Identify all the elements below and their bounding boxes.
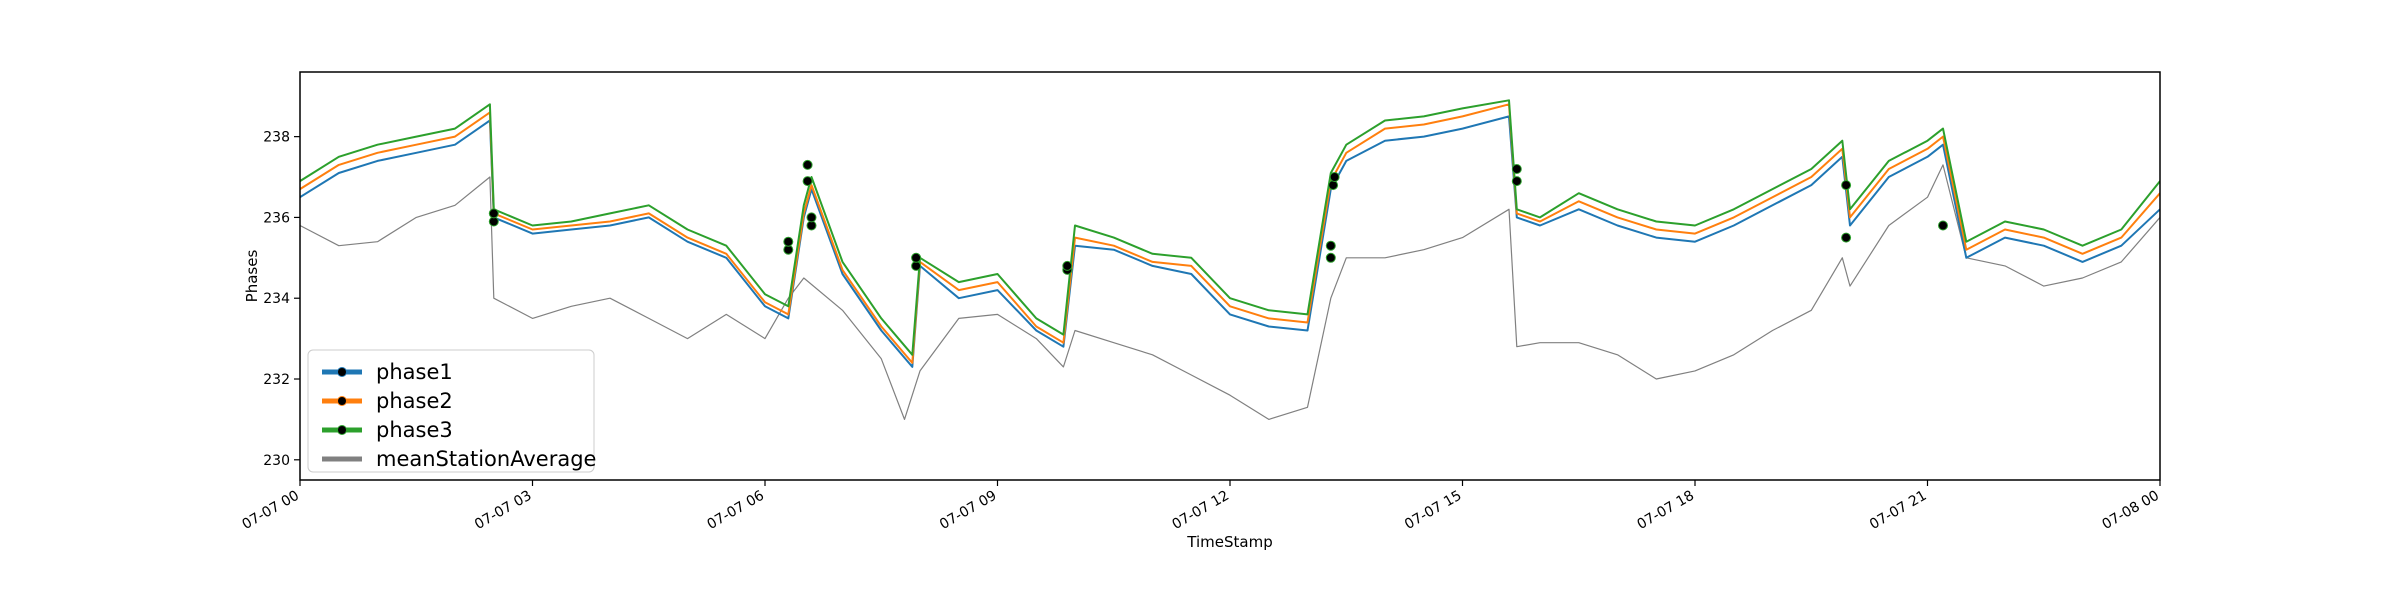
x-tick-label: 07-07 00 <box>239 488 302 533</box>
legend-marker-phase1 <box>337 367 347 377</box>
legend-marker-phase2 <box>337 396 347 406</box>
series-line-phase1 <box>300 115 2160 368</box>
y-tick-label: 230 <box>263 453 290 469</box>
y-axis-label: Phases <box>243 250 261 303</box>
data-marker <box>488 208 499 219</box>
x-tick-label: 07-08 00 <box>2099 488 2162 533</box>
legend-marker-phase3 <box>337 425 347 435</box>
data-marker <box>1511 176 1522 187</box>
legend-label-phase1: phase1 <box>376 360 453 384</box>
y-tick-label: 232 <box>263 372 290 388</box>
series-line-phase2 <box>300 103 2160 364</box>
x-tick-label: 07-07 03 <box>472 488 535 533</box>
data-marker <box>911 252 922 263</box>
y-tick-label: 236 <box>263 210 290 226</box>
data-marker <box>1325 240 1336 251</box>
data-marker <box>783 236 794 247</box>
series-line-phase3 <box>300 99 2160 356</box>
data-marker <box>1841 232 1852 243</box>
y-tick-label: 238 <box>263 130 290 146</box>
data-marker <box>1062 260 1073 271</box>
plot-area <box>300 99 2160 420</box>
series-line-meanStationAverage <box>300 164 2160 420</box>
data-marker <box>802 159 813 170</box>
legend: phase1 phase2 phase3 meanStationAverage <box>307 349 596 473</box>
x-tick-label: 07-07 06 <box>704 488 767 533</box>
legend-label-phase2: phase2 <box>376 389 453 413</box>
data-marker <box>1938 220 1948 231</box>
y-axis: 230 232 234 236 238 <box>263 130 300 469</box>
data-marker <box>1325 252 1336 263</box>
data-marker <box>1841 180 1852 191</box>
x-tick-label: 07-07 12 <box>1169 488 1232 533</box>
data-marker <box>802 176 813 187</box>
x-tick-label: 07-07 09 <box>937 488 1000 533</box>
x-axis-label: TimeStamp <box>1186 533 1272 551</box>
data-marker <box>806 212 817 223</box>
data-marker <box>1511 164 1522 174</box>
data-marker <box>1328 180 1339 191</box>
data-marker <box>1329 172 1340 182</box>
x-axis: 07-07 00 07-07 03 07-07 06 07-07 09 07-07 12… <box>239 480 2162 533</box>
legend-label-phase3: phase3 <box>376 418 453 442</box>
x-tick-label: 07-07 18 <box>1634 488 1697 533</box>
y-tick-label: 234 <box>263 291 290 307</box>
legend-label-meanStationAverage: meanStationAverage <box>376 447 596 471</box>
legend-box <box>307 349 595 473</box>
x-tick-label: 07-07 15 <box>1402 488 1465 533</box>
x-tick-label: 07-07 21 <box>1867 488 1930 533</box>
